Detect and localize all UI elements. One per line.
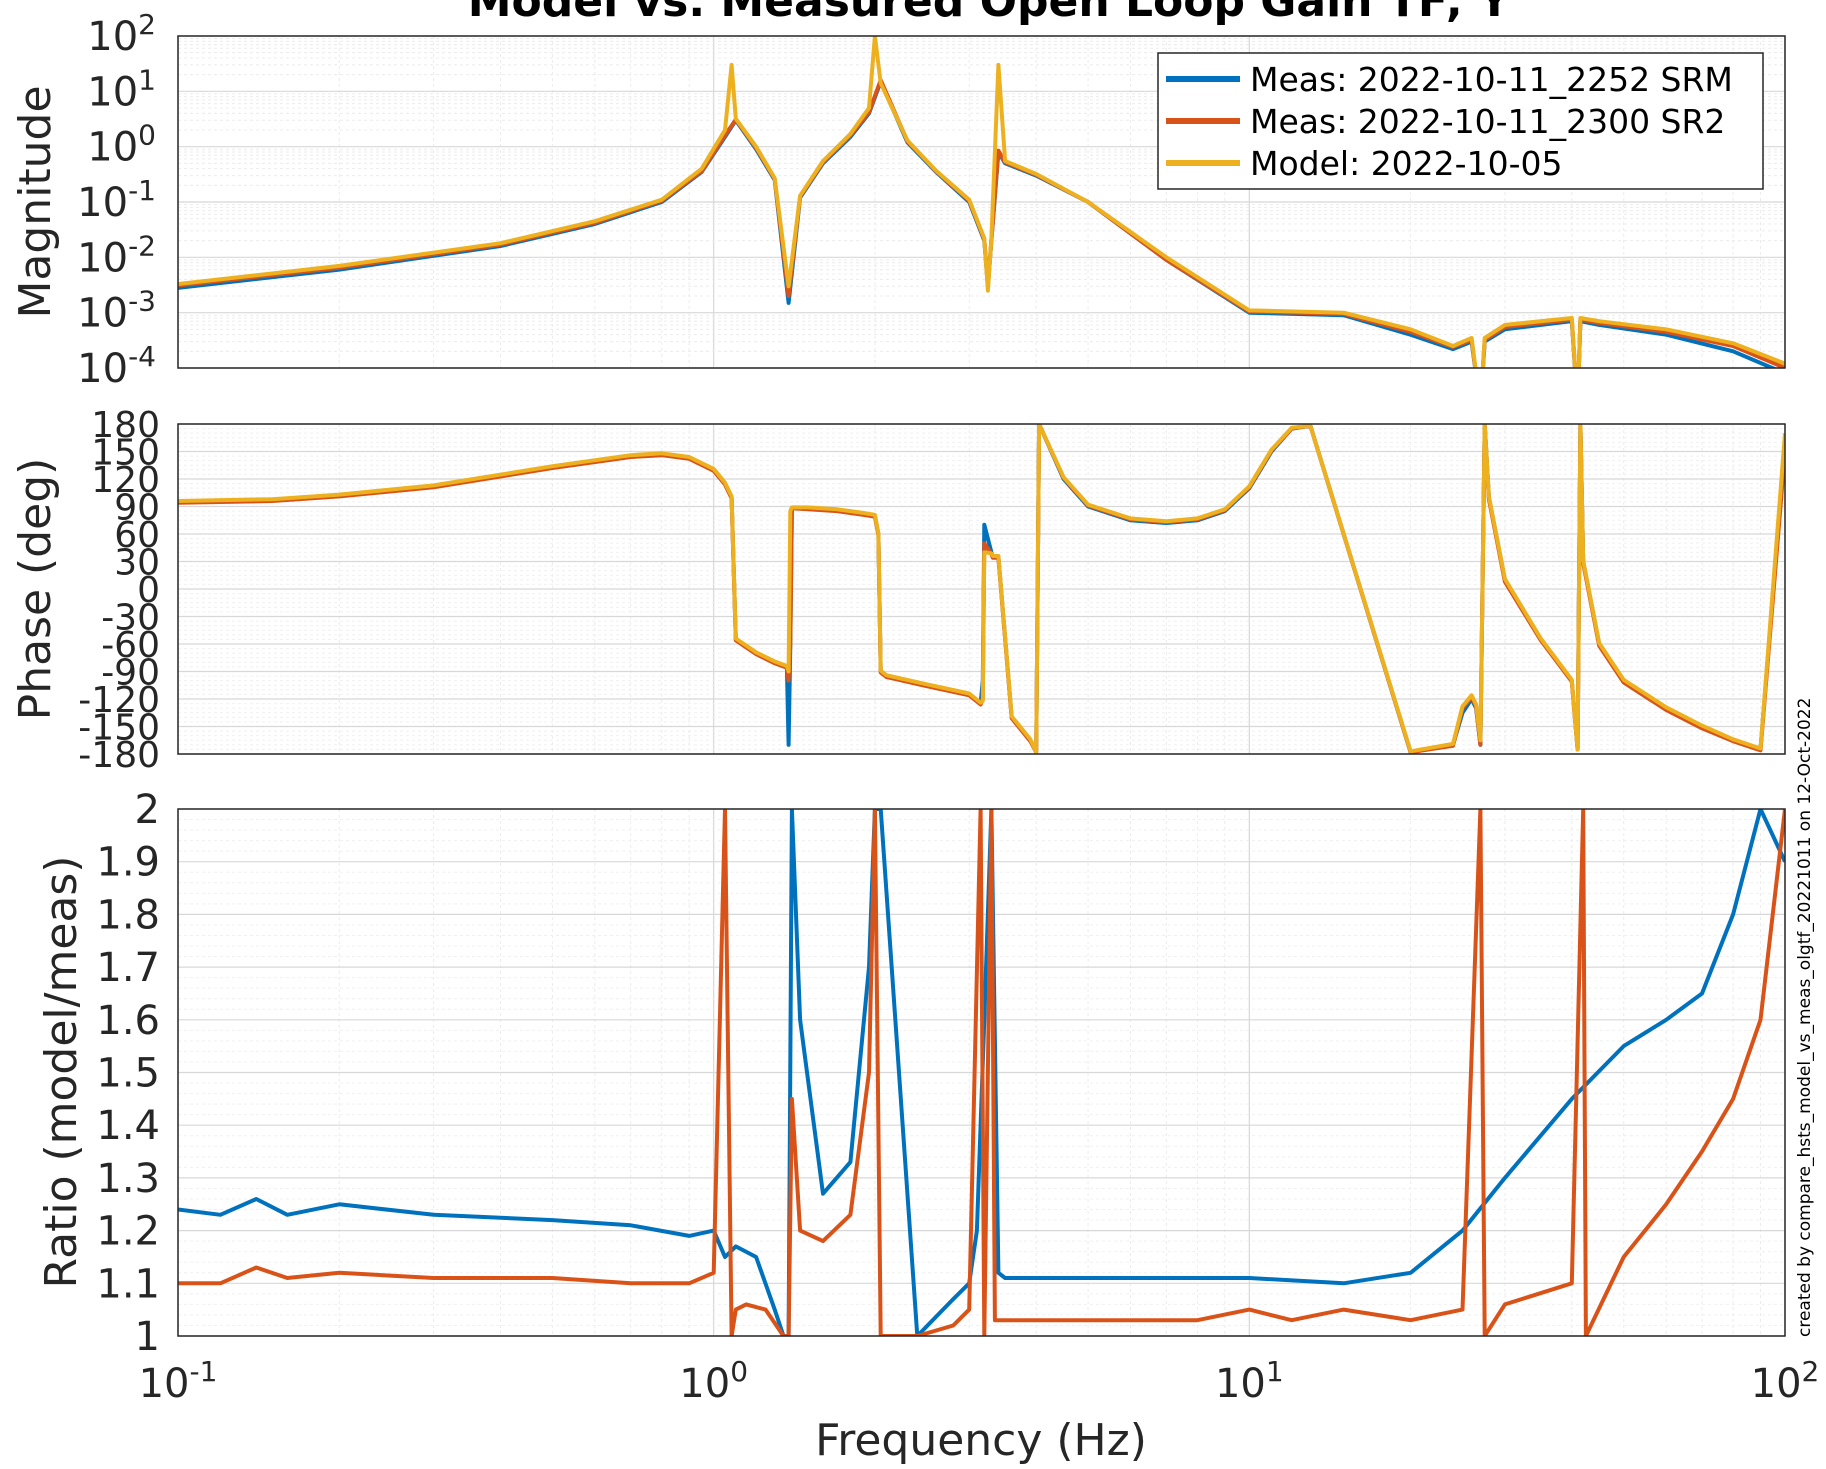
magnitude-tick-label: 10-1 xyxy=(77,174,156,226)
magnitude-lines xyxy=(178,36,1785,368)
phase-tick-label: 120 xyxy=(91,460,160,501)
ratio-tick-label: 1.7 xyxy=(96,945,160,991)
phase-ylabel: Phase (deg) xyxy=(10,458,61,721)
x-tick-label: 10-1 xyxy=(139,1355,218,1407)
phase-tick-label: 30 xyxy=(114,543,160,584)
ratio-tick-label: 1.5 xyxy=(96,1051,160,1097)
ratio-tick-label: 1.4 xyxy=(96,1103,160,1149)
phase-series-line-2 xyxy=(178,424,1785,754)
magnitude-tick-label: 100 xyxy=(87,119,156,171)
ratio-tick-label: 1.1 xyxy=(96,1261,160,1307)
chart-title: Model vs. Measured Open Loop Gain TF; Y xyxy=(468,0,1512,27)
phase-tick-label: 60 xyxy=(114,515,160,556)
x-tick-label: 100 xyxy=(679,1355,748,1407)
phase-tick-label: -150 xyxy=(78,708,160,749)
ratio-tick-label: 1.9 xyxy=(96,840,160,886)
x-axis-ticks: 10-1 100 101 102 xyxy=(139,1355,1820,1407)
magnitude-plot-area xyxy=(178,36,1785,368)
magnitude-tick-label: 101 xyxy=(87,63,156,115)
magnitude-series-line-2 xyxy=(178,36,1785,368)
legend: Meas: 2022-10-11_2252 SRM Meas: 2022-10-… xyxy=(1157,52,1764,190)
ratio-y-ticks: 2 1.9 1.8 1.7 1.6 1.5 1.4 1.3 1.2 1.1 1 xyxy=(96,787,160,1360)
magnitude-tick-label: 102 xyxy=(87,8,156,60)
ratio-plot-area xyxy=(178,809,1785,1336)
phase-lines xyxy=(178,424,1785,754)
phase-tick-label: 90 xyxy=(114,488,160,529)
phase-axes-box xyxy=(177,423,1786,755)
ratio-tick-label: 1 xyxy=(135,1314,160,1360)
magnitude-axes-box xyxy=(177,35,1786,369)
ratio-tick-label: 2 xyxy=(135,787,160,833)
phase-tick-label: -30 xyxy=(101,598,160,639)
ratio-tick-label: 1.6 xyxy=(96,998,160,1044)
x-tick-label: 101 xyxy=(1215,1355,1284,1407)
ratio-panel: 2 1.9 1.8 1.7 1.6 1.5 1.4 1.3 1.2 1.1 1 Ratio (mod… xyxy=(36,787,1786,1360)
magnitude-ylabel: Magnitude xyxy=(10,85,61,318)
legend-label-srm: Meas: 2022-10-11_2252 SRM xyxy=(1250,60,1733,99)
creation-footnote: created by compare_hsts_model_vs_meas_ol… xyxy=(1795,698,1815,1337)
phase-tick-label: -120 xyxy=(78,680,160,721)
ratio-series-line-0 xyxy=(178,809,1785,1336)
legend-label-model: Model: 2022-10-05 xyxy=(1250,144,1562,183)
ratio-lines xyxy=(178,809,1785,1336)
magnitude-tick-label: 10-2 xyxy=(77,229,156,281)
ratio-tick-label: 1.3 xyxy=(96,1156,160,1202)
phase-tick-label: 0 xyxy=(137,570,160,611)
ratio-axes-box xyxy=(177,808,1786,1337)
magnitude-tick-label: 10-3 xyxy=(77,285,156,337)
phase-tick-label: 150 xyxy=(91,433,160,474)
phase-plot-area xyxy=(178,424,1785,754)
ratio-ylabel: Ratio (model/meas) xyxy=(36,856,87,1289)
phase-tick-label: -60 xyxy=(101,625,160,666)
phase-tick-label: 180 xyxy=(91,405,160,446)
x-tick-label: 102 xyxy=(1751,1355,1820,1407)
ratio-tick-label: 1.8 xyxy=(96,892,160,938)
magnitude-tick-label: 10-4 xyxy=(77,340,156,392)
legend-label-sr2: Meas: 2022-10-11_2300 SR2 xyxy=(1250,102,1725,141)
phase-tick-label: -180 xyxy=(78,735,160,776)
phase-tick-label: -90 xyxy=(101,653,160,694)
ratio-tick-label: 1.2 xyxy=(96,1209,160,1255)
ratio-series-line-1 xyxy=(178,809,1785,1336)
legend-box xyxy=(1157,52,1764,190)
x-axis-label: Frequency (Hz) xyxy=(815,1415,1147,1466)
